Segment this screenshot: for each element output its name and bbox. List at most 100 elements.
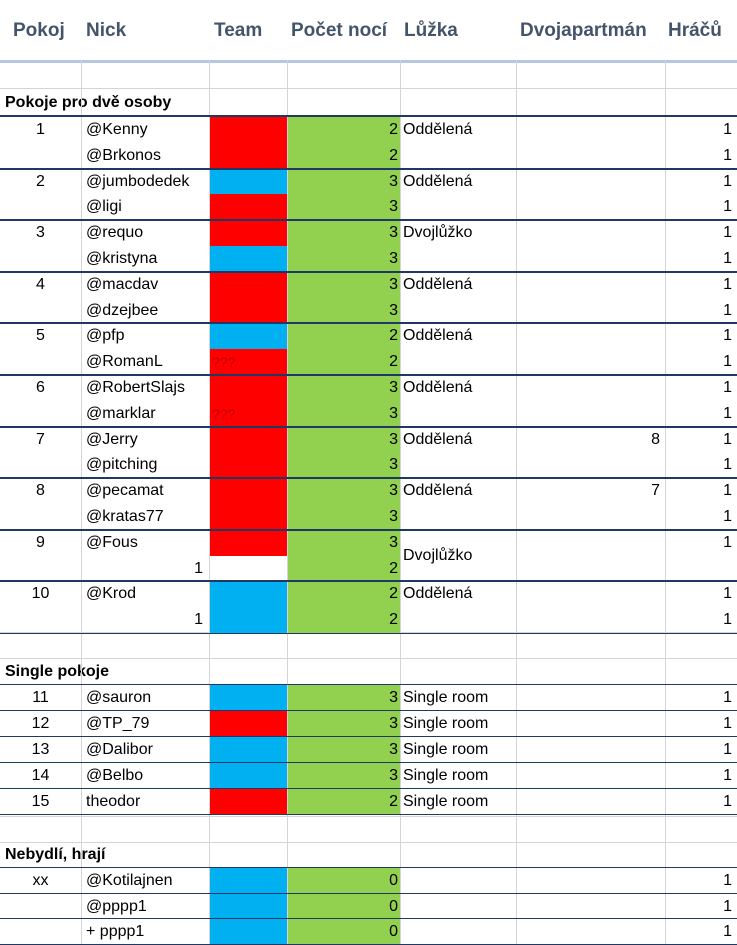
cell-luzka[interactable] bbox=[403, 504, 515, 530]
cell-nick[interactable]: @kristyna bbox=[86, 250, 158, 267]
cell-hracu[interactable]: 1 bbox=[723, 715, 732, 732]
cell-team-color[interactable] bbox=[210, 117, 287, 143]
cell-luzka[interactable]: Single room bbox=[403, 793, 489, 810]
cell-pokoj[interactable]: 5 bbox=[36, 327, 45, 344]
cell-pocet-noci[interactable]: 2 bbox=[288, 349, 400, 375]
cell-dvojapartman[interactable] bbox=[517, 763, 664, 789]
cell-pokoj[interactable]: 9 bbox=[36, 534, 45, 551]
cell-team-color[interactable] bbox=[210, 169, 287, 194]
cell-dvojapartman[interactable] bbox=[517, 789, 664, 815]
cell-hracu[interactable]: 1 bbox=[723, 482, 732, 499]
cell-dvojapartman[interactable] bbox=[517, 298, 664, 323]
cell-nick[interactable]: @pppp1 bbox=[86, 898, 147, 915]
cell-nick[interactable]: @Kotilajnen bbox=[86, 872, 173, 889]
cell-pocet-noci[interactable]: 3 bbox=[288, 220, 400, 246]
cell-dvojapartman[interactable] bbox=[517, 737, 664, 763]
cell-nick[interactable]: @Brkonos bbox=[86, 147, 161, 164]
cell-dvojapartman[interactable] bbox=[517, 868, 664, 894]
cell-dvojapartman[interactable]: 7 bbox=[651, 482, 660, 499]
cell-hracu[interactable]: 1 bbox=[723, 353, 732, 370]
cell-team-color[interactable] bbox=[210, 685, 287, 711]
cell-dvojapartman[interactable] bbox=[517, 711, 664, 737]
cell-team-color[interactable] bbox=[210, 478, 287, 504]
cell-luzka-merged[interactable]: Dvojlůžko bbox=[403, 530, 515, 581]
cell-dvojapartman[interactable] bbox=[517, 375, 664, 401]
cell-hracu[interactable]: 1 bbox=[723, 405, 732, 422]
cell-team-color[interactable] bbox=[210, 789, 287, 815]
cell-pocet-noci[interactable]: 3 bbox=[288, 375, 400, 401]
header-dvojapartman[interactable]: Dvojapartmán bbox=[520, 20, 647, 41]
cell-dvojapartman[interactable] bbox=[517, 556, 664, 581]
cell-team-color[interactable] bbox=[210, 323, 287, 349]
cell-hracu[interactable]: 1 bbox=[723, 534, 732, 551]
cell-pocet-noci[interactable]: 0 bbox=[288, 868, 400, 894]
cell-dvojapartman[interactable] bbox=[517, 685, 664, 711]
cell-luzka[interactable]: Single room bbox=[403, 689, 489, 706]
cell-luzka[interactable]: Oddělená bbox=[403, 431, 473, 448]
cell-hracu[interactable]: 1 bbox=[723, 431, 732, 448]
cell-hracu[interactable]: 1 bbox=[723, 585, 732, 602]
cell-pokoj[interactable]: 14 bbox=[31, 767, 50, 784]
cell-dvojapartman[interactable] bbox=[517, 349, 664, 375]
cell-hracu[interactable]: 1 bbox=[723, 147, 732, 164]
cell-dvojapartman[interactable] bbox=[517, 607, 664, 633]
cell-nick[interactable]: @TP_79 bbox=[86, 715, 150, 732]
cell-luzka[interactable] bbox=[403, 401, 515, 427]
cell-nick[interactable]: @Krod bbox=[86, 585, 137, 602]
cell-luzka[interactable]: Oddělená bbox=[403, 173, 473, 190]
cell-pokoj[interactable] bbox=[0, 401, 81, 427]
cell-pokoj[interactable] bbox=[0, 919, 81, 945]
cell-hracu[interactable]: 1 bbox=[723, 793, 732, 810]
cell-pokoj[interactable]: 3 bbox=[36, 224, 45, 241]
cell-nick[interactable]: @Dalibor bbox=[86, 741, 153, 758]
cell-dvojapartman[interactable] bbox=[517, 246, 664, 272]
section-title-single[interactable]: Single pokoje bbox=[5, 663, 110, 680]
cell-dvojapartman[interactable] bbox=[517, 401, 664, 427]
cell-team-color[interactable] bbox=[210, 452, 287, 478]
cell-nick[interactable]: @marklar bbox=[86, 405, 156, 422]
cell-pocet-noci[interactable]: 0 bbox=[288, 894, 400, 919]
cell-pokoj[interactable]: 15 bbox=[31, 793, 50, 810]
cell-nick[interactable]: 1 bbox=[194, 560, 203, 577]
cell-team-color[interactable] bbox=[210, 530, 287, 556]
cell-hracu[interactable]: 1 bbox=[723, 173, 732, 190]
cell-dvojapartman[interactable] bbox=[517, 143, 664, 169]
cell-dvojapartman[interactable] bbox=[517, 894, 664, 919]
cell-pocet-noci[interactable]: 2 bbox=[288, 581, 400, 607]
cell-hracu[interactable]: 1 bbox=[723, 327, 732, 344]
cell-dvojapartman[interactable] bbox=[517, 272, 664, 298]
cell-hracu[interactable]: 1 bbox=[723, 276, 732, 293]
cell-hracu[interactable]: 1 bbox=[723, 224, 732, 241]
cell-pocet-noci[interactable]: 3 bbox=[288, 452, 400, 478]
cell-nick[interactable]: @RobertSlajs bbox=[86, 379, 185, 396]
cell-pokoj[interactable] bbox=[0, 504, 81, 530]
cell-pokoj[interactable] bbox=[0, 894, 81, 919]
cell-dvojapartman[interactable] bbox=[517, 452, 664, 478]
cell-nick[interactable]: @pfp bbox=[86, 327, 125, 344]
cell-nick[interactable]: @macdav bbox=[86, 276, 159, 293]
cell-nick[interactable]: @Belbo bbox=[86, 767, 144, 784]
cell-team-color[interactable] bbox=[210, 581, 287, 607]
cell-team-color[interactable] bbox=[210, 194, 287, 220]
cell-pocet-noci[interactable]: 3 bbox=[288, 685, 400, 711]
cell-luzka[interactable] bbox=[403, 194, 515, 220]
cell-hracu[interactable]: 1 bbox=[723, 379, 732, 396]
cell-dvojapartman[interactable] bbox=[517, 919, 664, 945]
cell-nick[interactable]: @pecamat bbox=[86, 482, 164, 499]
cell-hracu[interactable]: 1 bbox=[723, 508, 732, 525]
cell-nick[interactable]: @Fous bbox=[86, 534, 138, 551]
header-luzka[interactable]: Lůžka bbox=[404, 20, 458, 41]
cell-hracu[interactable]: 1 bbox=[723, 872, 732, 889]
cell-hracu[interactable]: 1 bbox=[723, 923, 732, 940]
cell-pokoj[interactable] bbox=[0, 607, 81, 633]
cell-hracu[interactable]: 1 bbox=[723, 611, 732, 628]
cell-hracu[interactable]: 1 bbox=[723, 898, 732, 915]
cell-luzka[interactable] bbox=[403, 246, 515, 272]
cell-luzka[interactable]: Oddělená bbox=[403, 585, 473, 602]
cell-pocet-noci[interactable]: 2 bbox=[288, 556, 400, 581]
section-title-nebydli[interactable]: Nebydlí, hrají bbox=[5, 846, 106, 863]
cell-hracu[interactable]: 1 bbox=[723, 121, 732, 138]
cell-pokoj[interactable]: 2 bbox=[36, 173, 45, 190]
cell-team-color[interactable] bbox=[210, 711, 287, 737]
cell-pocet-noci[interactable]: 3 bbox=[288, 401, 400, 427]
